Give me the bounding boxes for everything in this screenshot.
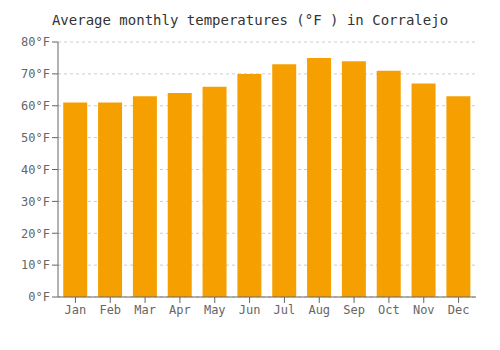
svg-text:Apr: Apr (169, 303, 191, 317)
svg-text:Feb: Feb (99, 303, 121, 317)
svg-text:50°F: 50°F (21, 131, 50, 145)
svg-text:30°F: 30°F (21, 195, 50, 209)
svg-text:Dec: Dec (448, 303, 470, 317)
svg-text:Jun: Jun (239, 303, 261, 317)
svg-text:80°F: 80°F (21, 35, 50, 49)
svg-text:0°F: 0°F (28, 290, 50, 304)
svg-text:20°F: 20°F (21, 227, 50, 241)
svg-text:60°F: 60°F (21, 99, 50, 113)
svg-text:May: May (204, 303, 226, 317)
svg-text:Mar: Mar (134, 303, 156, 317)
svg-text:Oct: Oct (378, 303, 400, 317)
html-text:Average monthly temperatures (: Average monthly temperatures (°F ) in Co… (51, 12, 449, 28)
svg-text:Sep: Sep (343, 303, 365, 317)
svg-text:Aug: Aug (308, 303, 330, 317)
svg-text:10°F: 10°F (21, 258, 50, 272)
svg-text:Jul: Jul (274, 303, 296, 317)
svg-text:40°F: 40°F (21, 163, 50, 177)
svg-text:70°F: 70°F (21, 67, 50, 81)
svg-text:Jan: Jan (65, 303, 87, 317)
svg-text:Nov: Nov (413, 303, 435, 317)
